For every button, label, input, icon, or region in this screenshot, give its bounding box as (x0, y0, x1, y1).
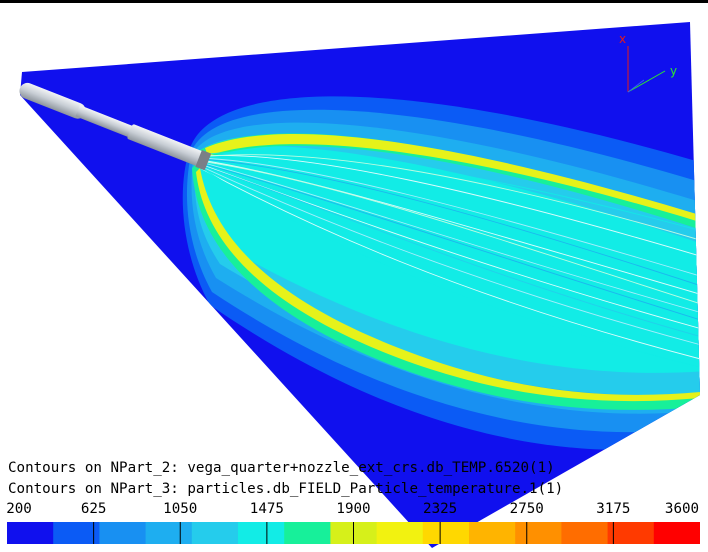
legend-swatch (53, 522, 100, 544)
triad-x-label: x (619, 32, 626, 46)
legend-swatch (238, 522, 285, 544)
viewport-top-border (0, 0, 708, 3)
plume-contours (182, 96, 700, 450)
legend-tick-labels: 200 625 1050 1475 1900 2325 2750 3175 3600 (0, 501, 708, 519)
color-legend-bar (7, 522, 700, 544)
rocket-stage-upper (75, 105, 134, 138)
legend-tick-label: 1900 (336, 501, 371, 517)
caption-npart3: Contours on NPart_3: particles.db_FIELD_… (8, 481, 564, 497)
upper-shear-highlight (205, 134, 700, 222)
triad-y-label: y (670, 64, 677, 78)
legend-tick-label: 2325 (423, 501, 458, 517)
legend-swatch (376, 522, 424, 544)
legend-swatch (561, 522, 609, 544)
legend-swatch (284, 522, 331, 544)
legend-swatch (7, 522, 54, 544)
rocket-nozzle (195, 149, 212, 171)
rocket-fairing (19, 82, 86, 119)
legend-tick-label: 2750 (509, 501, 544, 517)
legend-swatch (99, 522, 147, 544)
legend-swatch (607, 522, 655, 544)
legend-swatch (422, 522, 470, 544)
legend-swatch (653, 522, 700, 544)
caption-npart2: Contours on NPart_2: vega_quarter+nozzle… (8, 460, 555, 476)
legend-swatch (191, 522, 239, 544)
legend-swatch (469, 522, 516, 544)
axis-triad: x y (619, 32, 677, 93)
legend-tick-label: 1050 (163, 501, 198, 517)
legend-tick-label: 1475 (249, 501, 284, 517)
legend-tick-label: 625 (80, 501, 107, 517)
rocket (19, 82, 212, 171)
rocket-stage-lower (127, 124, 205, 167)
legend-tick-label: 200 (6, 501, 32, 517)
triad-y-axis (627, 70, 666, 93)
legend-tick-label: 3600 (664, 501, 700, 517)
triad-z-axis (627, 79, 645, 93)
legend-swatch (145, 522, 193, 544)
particle-streaks (199, 151, 700, 373)
legend-swatch (515, 522, 562, 544)
legend-tick-label: 3175 (596, 501, 631, 517)
